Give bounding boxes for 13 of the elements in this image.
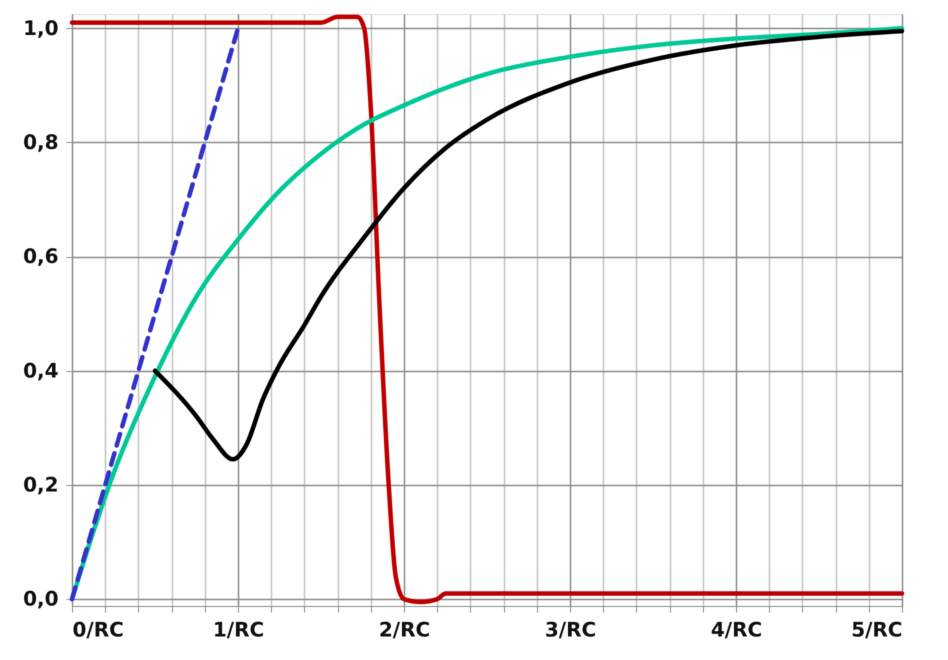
x-tick-label: 2/RC — [378, 618, 430, 642]
line-series — [152, 28, 904, 462]
x-tick-label: 4/RC — [710, 618, 762, 642]
y-tick-label: 1,0 — [23, 16, 58, 40]
x-tick-label: 5/RC — [851, 618, 902, 642]
x-tick-label: 1/RC — [212, 618, 264, 642]
x-tick-label: 3/RC — [544, 618, 596, 642]
y-tick-label: 0,8 — [23, 130, 58, 154]
x-tick-label: 0/RC — [72, 618, 124, 642]
y-tick-label: 0,0 — [23, 586, 58, 611]
y-tick-label: 0,4 — [23, 358, 58, 382]
y-tick-label: 0,2 — [23, 472, 58, 496]
y-tick-label: 0,6 — [23, 244, 58, 268]
